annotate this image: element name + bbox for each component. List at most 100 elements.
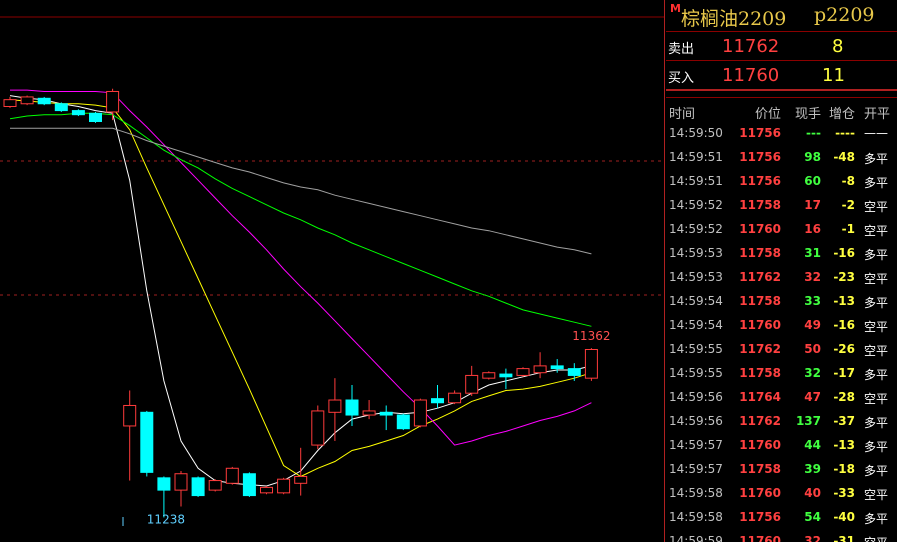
title: 棕榈油2209: [681, 8, 787, 30]
candle-body: [533, 365, 547, 374]
open-close: 空平: [864, 344, 889, 358]
price: 11756: [739, 174, 781, 188]
candle-body: [584, 349, 598, 379]
open-close: 多平: [864, 368, 889, 382]
marker: M: [670, 2, 681, 15]
candle-body: [123, 404, 137, 427]
open-interest-change: -40: [833, 510, 855, 524]
time: 14:59:54: [669, 294, 723, 308]
price: 11760: [739, 486, 781, 500]
open-close: 空平: [864, 272, 889, 286]
moving-average: [9, 112, 592, 327]
open-close: 多平: [864, 512, 889, 526]
time: 14:59:58: [669, 510, 723, 524]
time: 14:59:54: [669, 318, 723, 332]
candle-body: [260, 486, 273, 494]
volume: 33: [804, 294, 821, 308]
price: 11756: [739, 126, 781, 140]
volume: 17: [804, 198, 821, 212]
price: 11762: [739, 270, 781, 284]
candle-body: [191, 477, 205, 497]
open-interest-change: -8: [841, 174, 855, 188]
table-header: 时间 价位 现手 增仓 开平: [666, 101, 897, 122]
candle-body: [482, 372, 496, 379]
separator: [666, 89, 897, 91]
open-close: 空平: [864, 534, 888, 542]
open-close: 空平: [864, 392, 889, 406]
open-close: 多平: [864, 296, 889, 310]
candle-body: [396, 414, 410, 430]
candle-body: [567, 368, 581, 376]
tick-row: 14:59:53 11762 32 -23 空平: [666, 265, 897, 289]
volume: 32: [804, 534, 821, 542]
candle-body: [499, 373, 513, 378]
price: 11756: [739, 510, 781, 524]
time: 14:59:53: [669, 270, 723, 284]
candle-body: [20, 96, 34, 105]
moving-average: [10, 89, 592, 446]
open-interest-change: -16: [833, 318, 855, 332]
tick-row: 14:59:55 11758 32 -17 多平: [666, 361, 897, 385]
candle-body: [448, 392, 462, 404]
volume: 47: [804, 390, 821, 404]
volume: 137: [795, 414, 821, 428]
quote-panel: M 棕榈油2209 p2209 卖出 11762 8 买入 11760 11 时…: [666, 0, 897, 542]
volume: 39: [804, 462, 821, 476]
candle-body: [311, 410, 325, 446]
time: 14:59:52: [669, 222, 723, 236]
open-interest-change: -48: [833, 150, 855, 164]
tick-row: 14:59:55 11762 50 -26 空平: [666, 337, 897, 361]
price: 11758: [739, 366, 781, 380]
separator: [666, 97, 897, 98]
open-close: 空平: [864, 224, 889, 238]
open-close: 多平: [864, 464, 889, 478]
open-interest-change: -31: [833, 534, 855, 542]
tick-row: 14:59:57 11760 44 -13 多平: [666, 433, 897, 457]
volume: ---: [806, 126, 821, 140]
candle-body: [550, 365, 564, 370]
candle-body: [345, 399, 359, 416]
volume: 98: [804, 150, 821, 164]
candle-body: [71, 110, 85, 116]
candle-body: [157, 477, 171, 491]
tick-row: 14:59:56 11762 137 -37 多平: [666, 409, 897, 433]
price: 11762: [739, 342, 781, 356]
volume: 32: [804, 366, 821, 380]
time: 14:59:55: [669, 342, 723, 356]
time: 14:59:52: [669, 198, 723, 212]
open-close: ——: [864, 126, 888, 140]
open-interest-change: -13: [833, 438, 855, 452]
open-close: 多平: [864, 248, 889, 262]
time: 14:59:57: [669, 462, 723, 476]
candle-body: [294, 475, 308, 484]
bid-volume: 11: [822, 65, 845, 86]
price: 11758: [739, 198, 781, 212]
column-header: 价位: [754, 107, 781, 122]
candle-body: [174, 473, 188, 491]
volume: 60: [804, 174, 821, 188]
moving-average: [10, 127, 592, 255]
open-close: 空平: [864, 320, 889, 334]
candle-body: [465, 374, 479, 394]
time: 14:59:51: [669, 174, 723, 188]
time: 14:59:50: [669, 126, 723, 140]
candle-body: [208, 480, 222, 491]
open-close: 多平: [864, 152, 889, 166]
time: 14:59:56: [669, 390, 723, 404]
tick-row: 14:59:51 11756 60 -8 多平: [666, 169, 897, 193]
tick-row: 14:59:56 11764 47 -28 空平: [666, 385, 897, 409]
tick-row: 14:59:51 11756 98 -48 多平: [666, 145, 897, 169]
open-close: 空平: [864, 488, 889, 502]
tick-row: 14:59:52 11760 16 -1 空平: [666, 217, 897, 241]
tick-row: 14:59:52 11758 17 -2 空平: [666, 193, 897, 217]
open-close: 多平: [864, 176, 889, 190]
open-interest-change: -2: [841, 198, 855, 212]
time: 14:59:56: [669, 414, 723, 428]
open-interest-change: -33: [833, 486, 855, 500]
open-interest-change: -1: [841, 222, 855, 236]
open-interest-change: -26: [833, 342, 855, 356]
candle-body: [37, 97, 51, 105]
open-interest-change: -28: [833, 390, 855, 404]
time: 14:59:57: [669, 438, 723, 452]
